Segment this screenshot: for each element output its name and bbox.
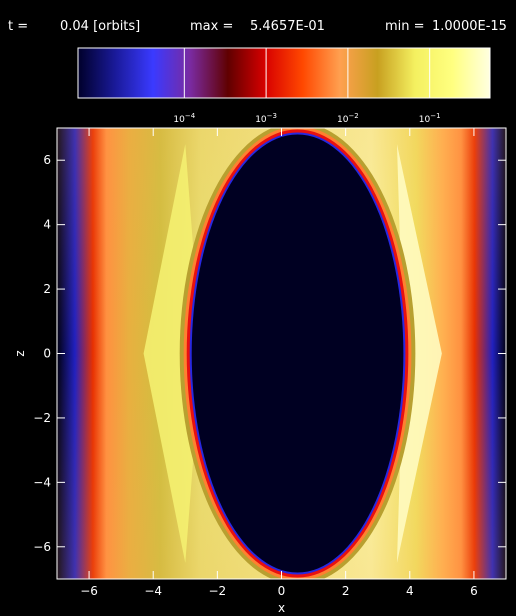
colorbar-ticks: 10−4 10−3 10−2 10−1 xyxy=(173,48,441,125)
x-tick-label-0: −6 xyxy=(80,584,98,598)
shock-wedge-right xyxy=(396,144,442,563)
max-label: max = xyxy=(190,19,233,34)
colorbar-tick-label-1: 10−3 xyxy=(255,112,277,125)
cavity-core xyxy=(191,134,404,573)
y-tick-label-6: 6 xyxy=(43,153,51,167)
y-tick-label-2: −2 xyxy=(33,411,51,425)
header: t = 0.04 [orbits] max = 5.4657E-01 min =… xyxy=(8,19,507,34)
y-tick-label-5: 4 xyxy=(43,218,51,232)
x-tick-label-5: 4 xyxy=(406,584,414,598)
colorbar-tick-label-3: 10−1 xyxy=(419,112,441,125)
x-tick-label-6: 6 xyxy=(470,584,478,598)
x-axis: −6 −4 −2 0 2 4 6 xyxy=(80,128,478,598)
y-tick-label-3: 0 xyxy=(43,347,51,361)
colorbar: 10−4 10−3 10−2 10−1 xyxy=(77,47,491,125)
max-value: 5.4657E-01 xyxy=(250,19,325,34)
colorbar-tick-label-2: 10−2 xyxy=(337,112,359,125)
y-tick-label-0: −6 xyxy=(33,540,51,554)
x-tick-label-4: 2 xyxy=(342,584,350,598)
density-field xyxy=(57,128,506,579)
colorbar-rect xyxy=(77,47,491,99)
x-tick-label-2: −2 xyxy=(209,584,227,598)
time-value: 0.04 [orbits] xyxy=(60,19,140,34)
y-tick-label-1: −4 xyxy=(33,475,51,489)
plot-area: −6 −4 −2 0 2 4 6 −6 −4 −2 0 2 4 6 x z xyxy=(13,127,507,615)
x-tick-label-3: 0 xyxy=(278,584,286,598)
x-axis-label: x xyxy=(278,601,285,615)
shock-wedge-left xyxy=(143,144,202,563)
y-tick-label-4: 2 xyxy=(43,282,51,296)
min-label: min = xyxy=(385,19,425,34)
x-tick-label-1: −4 xyxy=(144,584,162,598)
y-axis-label: z xyxy=(13,350,27,356)
colorbar-tick-label-0: 10−4 xyxy=(173,112,195,125)
min-value: 1.0000E-15 xyxy=(432,19,507,34)
time-label: t = xyxy=(8,19,28,34)
y-axis: −6 −4 −2 0 2 4 6 xyxy=(33,153,506,554)
